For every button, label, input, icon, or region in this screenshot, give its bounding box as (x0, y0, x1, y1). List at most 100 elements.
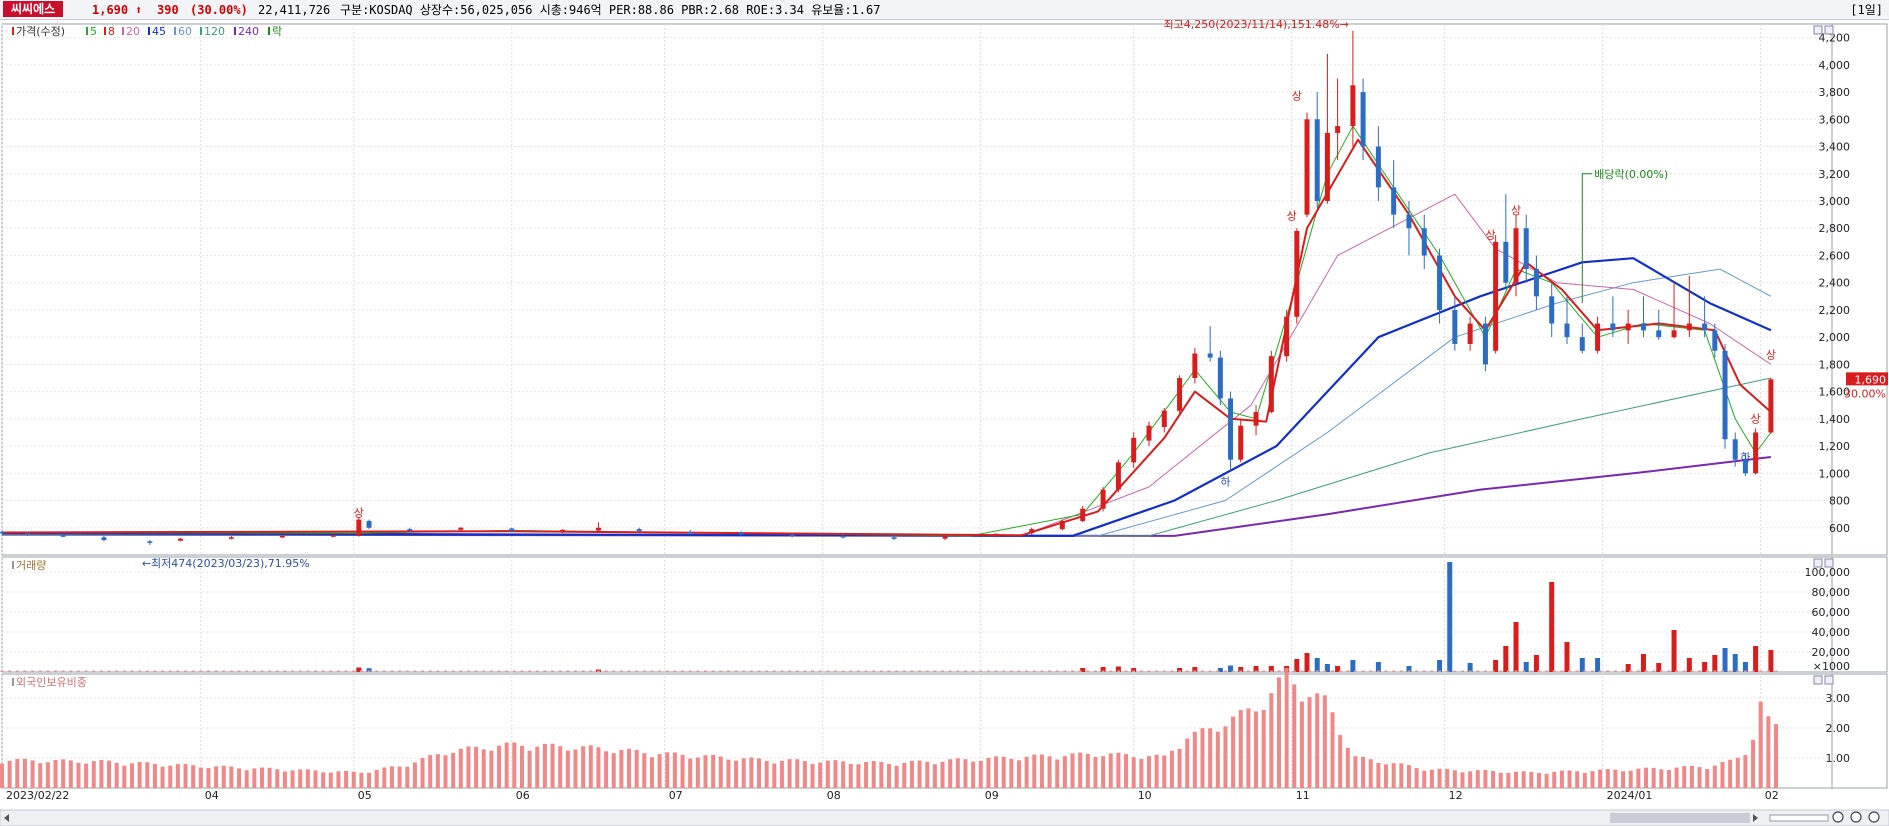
volume-bar (367, 670, 371, 672)
period-selector[interactable]: [1일] (1850, 3, 1883, 17)
zoom-out-icon[interactable] (1832, 811, 1844, 823)
foreign-ratio-bar (978, 760, 983, 788)
foreign-ratio-bar (198, 767, 203, 788)
panel-close-button[interactable] (1824, 25, 1834, 35)
panel-maximize-button[interactable] (1813, 675, 1823, 685)
volume-bar (1644, 670, 1648, 672)
volume-bar (1667, 670, 1671, 672)
volume-bar (1115, 666, 1121, 672)
volume-bar (1185, 670, 1189, 672)
volume-bar (971, 670, 975, 672)
foreign-ratio-bar (665, 752, 670, 788)
zoom-in-icon[interactable] (1868, 811, 1880, 823)
volume-bar (1422, 670, 1426, 672)
price-tick-label: 2,000 (1819, 331, 1851, 344)
volume-bar (382, 670, 386, 672)
foreign-ratio-bar (1582, 772, 1587, 788)
candle-body (1437, 255, 1443, 310)
foreign-ratio-bar (389, 766, 394, 788)
volume-bar (1522, 670, 1526, 672)
candle (1493, 235, 1499, 354)
foreign-ratio-bar (1498, 772, 1503, 788)
volume-bar (390, 670, 394, 672)
horizontal-scrollbar[interactable] (0, 809, 1889, 826)
foreign-ratio-bar (1001, 756, 1006, 788)
volume-bar (176, 670, 180, 672)
foreign-ratio-bar (795, 759, 800, 788)
candle (1564, 296, 1570, 344)
foreign-ratio-bar (672, 752, 677, 788)
foreign-ratio-bar (1605, 769, 1610, 788)
legend-price[interactable]: 가격(수정) (16, 25, 65, 38)
legend-ma-60[interactable]: 60 (178, 25, 192, 38)
volume-bar (1375, 662, 1381, 672)
panel-close-button[interactable] (1824, 675, 1834, 685)
date-tick-label: 09 (985, 789, 999, 802)
foreign-ratio-bar (114, 762, 119, 788)
candle (1059, 519, 1065, 531)
stock-name[interactable]: 씨씨에스 (3, 1, 64, 17)
volume-title[interactable]: 거래량 (16, 559, 46, 572)
zoom-reset-icon[interactable] (1850, 811, 1862, 823)
volume-bar (1269, 670, 1273, 672)
panel-close-button[interactable] (1824, 558, 1834, 568)
volume-bar (344, 670, 348, 672)
foreign-ratio-bar (848, 763, 853, 788)
panel-maximize-button[interactable] (1813, 25, 1823, 35)
foreign-ratio-bar (152, 763, 157, 788)
candle-body (147, 541, 153, 543)
volume-bar (199, 670, 203, 672)
legend-ma-45[interactable]: 45 (152, 25, 166, 38)
legend-ma-120[interactable]: 120 (204, 25, 225, 38)
volume-bar (1294, 659, 1300, 672)
scroll-right-icon[interactable] (1753, 814, 1758, 822)
volume-bar (818, 670, 822, 672)
candle-body (1722, 350, 1728, 440)
stock-chart[interactable]: 600 800 1,000 1,200 1,400 1,600 1,800 2,000 2,20… (0, 20, 1889, 826)
foreign-ratio-bar (1124, 754, 1129, 788)
foreign-ratio-bar (99, 759, 104, 788)
foreign-ratio-bar (619, 750, 624, 788)
legend-ma-20[interactable]: 20 (126, 25, 140, 38)
foreign-ratio-title[interactable]: 외국인보유비중 (16, 676, 87, 689)
foreign-ratio-bar (1009, 758, 1014, 788)
foreign-ratio-bar (1238, 710, 1243, 788)
foreign-ratio-bar (1452, 770, 1457, 788)
foreign-ratio-bar (76, 762, 81, 788)
candle (1768, 378, 1774, 434)
volume-bar (115, 670, 119, 672)
volume-bar (719, 670, 723, 672)
foreign-ratio-bar (1177, 748, 1182, 788)
foreign-ratio-bar (1338, 735, 1343, 788)
candle (1115, 459, 1121, 493)
candle (1080, 505, 1086, 523)
foreign-ratio-bar (657, 754, 662, 788)
candle-body (942, 536, 948, 539)
zoom-slider[interactable] (1769, 814, 1829, 822)
candle (1523, 214, 1529, 283)
current-price: 1,690 (92, 3, 129, 17)
candle-body (1268, 356, 1274, 413)
volume-bar (1523, 662, 1529, 672)
panel-maximize-button[interactable] (1813, 558, 1823, 568)
candle (993, 533, 999, 538)
scrollbar-thumb[interactable] (1610, 813, 1750, 823)
limit-up-mark: 상 (354, 506, 364, 519)
legend-ma-5[interactable]: 5 (90, 25, 97, 38)
scroll-left-icon[interactable] (4, 814, 9, 822)
volume-bar (1753, 646, 1759, 672)
legend-ma-8[interactable]: 8 (108, 25, 115, 38)
foreign-ratio-bar (1751, 739, 1756, 788)
foreign-ratio-bar (275, 769, 280, 788)
legend-ma-240[interactable]: 240 (238, 25, 259, 38)
candle (1391, 160, 1397, 229)
candle-body (1406, 214, 1412, 229)
foreign-ratio-bar (160, 766, 165, 788)
volume-bar (428, 670, 432, 672)
volume-bar (581, 670, 585, 672)
volume-bar (1493, 660, 1499, 672)
foreign-ratio-bar (237, 768, 242, 788)
legend-adjustment[interactable]: 락 (272, 25, 282, 38)
volume-bar (803, 670, 807, 672)
candle-body (1177, 378, 1183, 411)
